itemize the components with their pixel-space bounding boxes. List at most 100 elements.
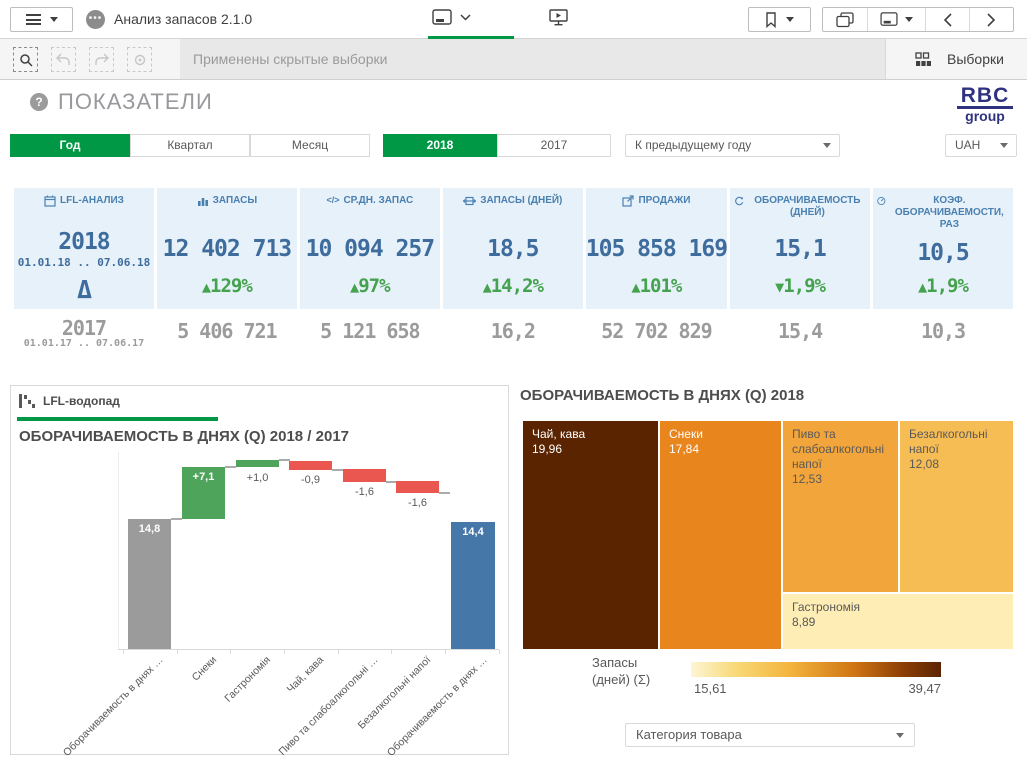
- kpi-card-turnover-days: ОБОРАЧИВАЕМОСТЬ (ДНЕЙ) 15,1 ▼1,9%: [730, 188, 871, 309]
- waterfall-bar-start[interactable]: 14,8: [128, 519, 171, 649]
- chevron-down-icon: [823, 143, 831, 148]
- rbc-group-logo: RBC group: [957, 85, 1013, 124]
- chevron-right-icon: [987, 12, 996, 27]
- tab-lfl-waterfall[interactable]: LFL-водопад: [19, 394, 120, 408]
- kpi-value: 10 094 257: [305, 236, 435, 262]
- waterfall-bar-increase[interactable]: +7,1: [182, 467, 225, 519]
- treemap-cell-snacks[interactable]: Снеки 17,84: [660, 421, 781, 649]
- waterfall-bar-end[interactable]: 14,4: [451, 522, 495, 649]
- delta-arrow-icon: ▲: [202, 278, 211, 296]
- hidden-selections-banner[interactable]: Применены скрытые выборки: [180, 39, 885, 79]
- kpi-2017-value: 16,2: [490, 319, 536, 343]
- x-axis-line: [118, 649, 499, 650]
- chevron-down-icon: [786, 17, 794, 22]
- kpi-delta-value: 129%: [210, 275, 253, 297]
- selections-grid-icon: [915, 51, 931, 66]
- currency-dropdown-value: UAH: [955, 138, 981, 152]
- selections-tool-button[interactable]: Выборки: [885, 39, 1027, 79]
- waterfall-bar-increase[interactable]: [236, 460, 279, 467]
- next-sheet-button[interactable]: [969, 8, 1013, 31]
- period-button-quarter[interactable]: Квартал: [130, 134, 250, 157]
- kpi-2017-stock: 5 406 721: [156, 311, 297, 364]
- legend-label: Запасы (дней) (Σ): [592, 654, 650, 688]
- undo-button[interactable]: [51, 47, 76, 72]
- bar-value-label: 14,4: [462, 526, 484, 538]
- treemap-cell-value: 19,96: [532, 442, 563, 456]
- waterfall-chart-icon: [19, 394, 35, 408]
- bar-value-label: +1,0: [246, 472, 269, 484]
- global-menu-button[interactable]: [10, 7, 73, 32]
- bookmarks-button[interactable]: [748, 7, 811, 32]
- treemap-cell-value: 12,53: [792, 472, 823, 486]
- category-dropdown[interactable]: Категория товара: [625, 723, 915, 747]
- legend-min-value: 15,61: [694, 681, 727, 696]
- sheet-navigation-button[interactable]: [432, 9, 471, 26]
- kpi-card-sales: ПРОДАЖИ 105 858 169 ▲101%: [585, 188, 728, 309]
- legend-gradient-bar: [691, 662, 941, 677]
- waterfall-connector: [332, 469, 343, 471]
- treemap-cell-gastronomy[interactable]: Гастрономія 8,89: [783, 594, 1013, 649]
- kpi-grid: LFL-АНАЛИЗ 2018 01.01.18 .. 07.06.18 Δ З…: [14, 188, 1013, 364]
- kpi-2017-sales: 52 702 829: [585, 311, 728, 364]
- waterfall-title: ОБОРАЧИВАЕМОСТЬ В ДНЯХ (Q) 2018 / 2017: [19, 428, 350, 445]
- monitor-play-icon: [549, 9, 568, 26]
- kpi-header: КОЭФ. ОБОРАЧИВАЕМОСТИ, РАЗ: [894, 195, 1004, 230]
- active-sheet-underline: [428, 36, 514, 39]
- period-button-month[interactable]: Месяц: [250, 134, 370, 157]
- app-title: Анализ запасов 2.1.0: [114, 11, 253, 27]
- presentation-mode-button[interactable]: [549, 9, 568, 26]
- waterfall-bar-decrease[interactable]: [289, 461, 332, 470]
- x-axis-label: Оборачиваемость в днях …: [60, 654, 166, 759]
- redo-icon: [95, 53, 109, 65]
- sheets-overview-button[interactable]: [823, 8, 867, 31]
- waterfall-bar-decrease[interactable]: [396, 481, 439, 493]
- current-sheet-button[interactable]: [867, 8, 925, 31]
- kpi-2017-value: 5 406 721: [177, 319, 277, 343]
- treemap-cell-beer[interactable]: Пиво та слабоалкогольні напої 12,53: [783, 421, 898, 592]
- x-axis-label: Снеки: [190, 654, 220, 684]
- kpi-2017-avg-daily-stock: 5 121 658: [299, 311, 440, 364]
- app-icon: •••: [86, 10, 105, 29]
- kpi-value: 10,5: [917, 240, 969, 266]
- selections-label: Выборки: [947, 51, 1004, 67]
- treemap-cell-name: Чай, кава: [532, 427, 586, 441]
- bar-chart-icon: [197, 198, 208, 206]
- legend-max-value: 39,47: [908, 681, 941, 696]
- treemap-panel: ОБОРАЧИВАЕМОСТЬ В ДНЯХ (Q) 2018 Чай, кав…: [518, 385, 1017, 761]
- kpi-delta-value: 14,2%: [490, 275, 544, 297]
- help-icon[interactable]: ?: [30, 93, 48, 111]
- treemap-cell-soft-drinks[interactable]: Безалкогольні напої 12,08: [900, 421, 1013, 592]
- selections-toolbar: Применены скрытые выборки Выборки: [0, 39, 1027, 80]
- kpi-header: ЗАПАСЫ: [212, 195, 258, 206]
- comparison-dropdown[interactable]: К предыдущему году: [625, 134, 840, 157]
- currency-dropdown[interactable]: UAH: [945, 134, 1017, 157]
- x-axis-label: Гастрономія: [222, 654, 274, 705]
- comparison-dropdown-value: К предыдущему году: [635, 138, 752, 152]
- calendar-icon: [44, 195, 56, 207]
- kpi-value: 2018: [58, 229, 110, 255]
- kpi-header: LFL-АНАЛИЗ: [60, 195, 124, 206]
- previous-sheet-button[interactable]: [925, 8, 969, 31]
- kpi-value: 105 858 169: [585, 236, 728, 262]
- smart-search-button[interactable]: [13, 47, 38, 72]
- kpi-delta-value: 1,9%: [926, 275, 969, 297]
- bar-value-label: -1,6: [408, 497, 427, 509]
- year-button-2017[interactable]: 2017: [497, 134, 611, 157]
- treemap-cell-name: Безалкогольні напої: [909, 427, 988, 456]
- kpi-value: 12 402 713: [162, 236, 292, 262]
- legend-label-line1: Запасы: [592, 655, 638, 670]
- sheet-icon: [432, 9, 452, 25]
- delta-arrow-icon: ▲: [918, 278, 927, 296]
- waterfall-bar-decrease[interactable]: [343, 469, 386, 482]
- treemap-cell-tea-coffee[interactable]: Чай, кава 19,96: [523, 421, 658, 649]
- search-icon: [19, 53, 33, 67]
- period-button-year[interactable]: Год: [10, 134, 130, 157]
- logo-line-1: RBC: [957, 85, 1013, 109]
- x-axis-label: Чай, кава: [285, 654, 327, 696]
- redo-button[interactable]: [89, 47, 114, 72]
- year-button-2018[interactable]: 2018: [383, 134, 497, 157]
- kpi-card-turnover-ratio: КОЭФ. ОБОРАЧИВАЕМОСТИ, РАЗ 10,5 ▲1,9%: [873, 188, 1013, 309]
- code-icon: </>: [326, 195, 340, 205]
- clear-selections-button[interactable]: [127, 47, 152, 72]
